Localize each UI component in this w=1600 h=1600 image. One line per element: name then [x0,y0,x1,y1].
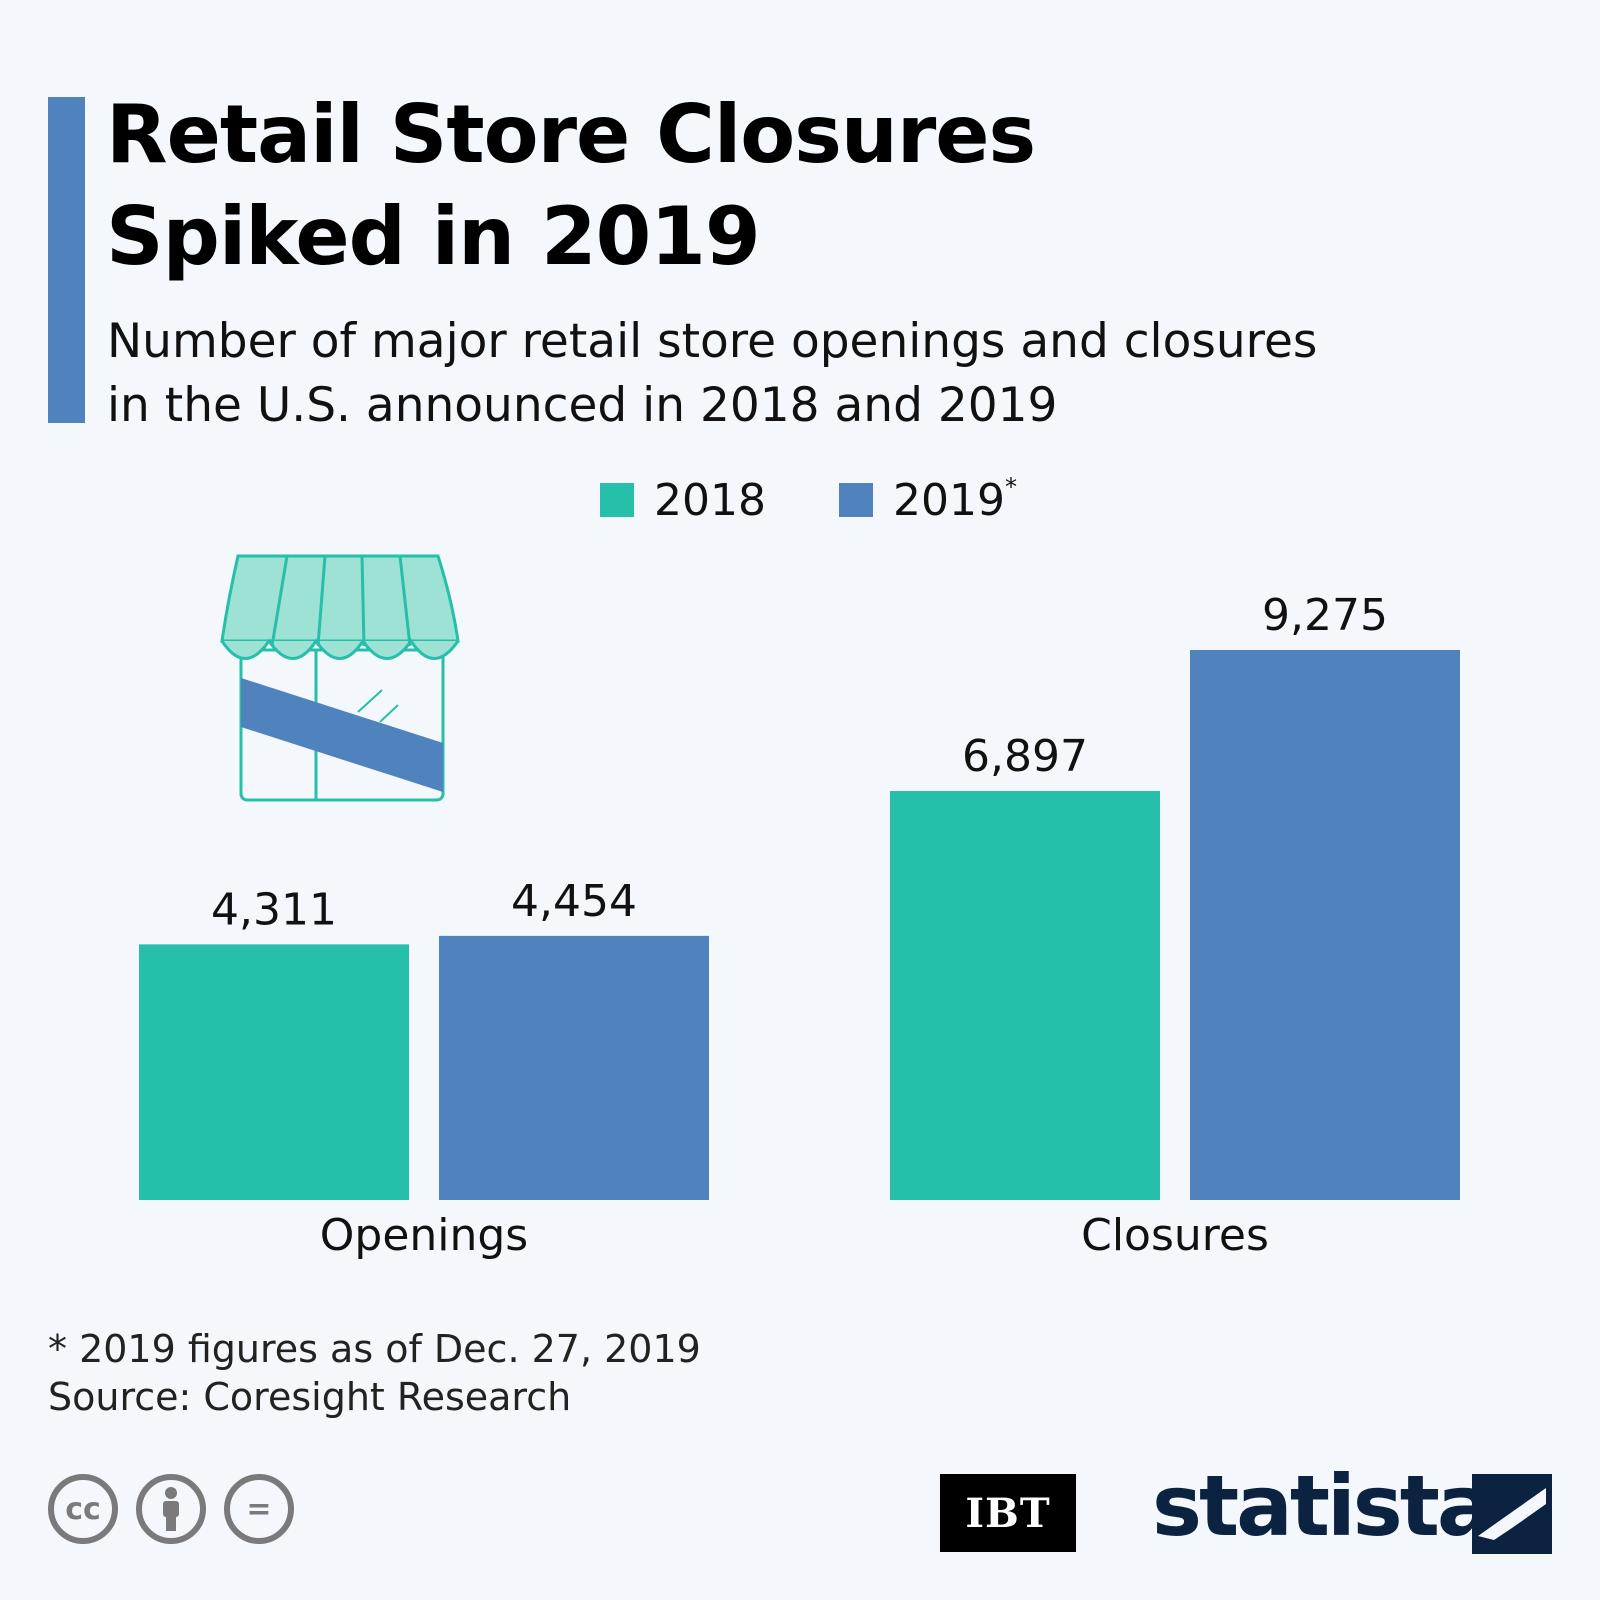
nd-icon[interactable]: = [224,1474,294,1544]
legend-label-2018: 2018 [654,474,766,526]
footnote-text: * 2019 figures as of Dec. 27, 2019 [48,1327,701,1371]
bars-layer [139,650,1460,1200]
labels-layer: 4,311 4,454 Openings 6,897 9,275 Closures [211,590,1388,1260]
bar-openings-2019 [439,935,709,1200]
chart-legend: 2018 2019* [0,470,1600,530]
person-icon [163,1487,179,1531]
chart-subtitle: Number of major retail store openings an… [107,310,1527,438]
source-text: Source: Coresight Research [48,1375,572,1419]
legend-asterisk: * [1004,472,1017,501]
cc-icon[interactable]: cc [48,1474,118,1544]
bar-closures-2018 [890,791,1160,1200]
statista-mark-icon [1472,1474,1552,1554]
data-label-openings-2019: 4,454 [511,876,637,927]
legend-label-2019: 2019* [893,472,1017,526]
storefront-icon [220,554,460,802]
title-accent-bar [48,97,85,423]
data-label-closures-2019: 9,275 [1262,590,1388,641]
legend-item-2018: 2018 [600,470,766,530]
statista-logo[interactable]: statista [1152,1457,1494,1555]
data-label-openings-2018: 4,311 [211,884,337,935]
bar-chart: 4,311 4,454 Openings 6,897 9,275 Closures [139,554,1460,1260]
title-line-2: Spiked in 2019 [106,190,761,283]
chart-title: Retail Store Closures Spiked in 2019 [106,84,1306,288]
license-icons: cc = [48,1474,294,1544]
category-label-openings: Openings [320,1210,528,1260]
title-line-1: Retail Store Closures [106,88,1036,181]
ibt-logo[interactable]: IBT [940,1474,1076,1552]
bar-openings-2018 [139,944,409,1200]
subtitle-line-1: Number of major retail store openings an… [107,314,1318,369]
bar-closures-2019 [1190,650,1460,1200]
data-label-closures-2018: 6,897 [962,731,1088,782]
subtitle-line-2: in the U.S. announced in 2018 and 2019 [107,378,1058,433]
legend-swatch-2019 [839,483,873,517]
legend-item-2019: 2019* [839,470,1017,530]
category-label-closures: Closures [1081,1210,1269,1260]
by-icon[interactable] [136,1474,206,1544]
footnote-block: * 2019 figures as of Dec. 27, 2019 Sourc… [48,1325,701,1421]
legend-swatch-2018 [600,483,634,517]
